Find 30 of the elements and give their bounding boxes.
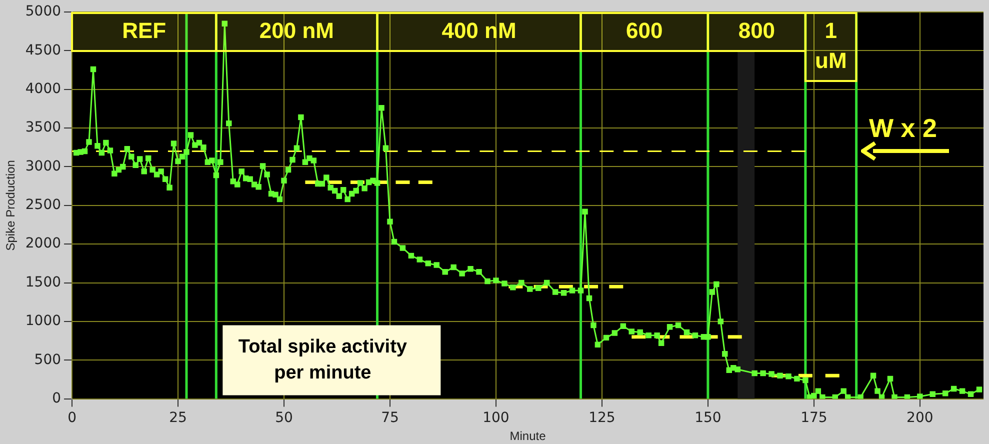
y-tick-label: 5000 (25, 4, 62, 20)
x-axis-title: Minute (510, 429, 546, 444)
x-tick-label: 50 (275, 410, 293, 426)
band-label: 200 nM (259, 18, 334, 44)
y-tick-label: 1000 (25, 313, 62, 330)
x-tick-label: 175 (800, 410, 828, 426)
y-tick-label: 1500 (25, 274, 62, 290)
band-label: REF (122, 18, 166, 44)
band-label: 600 (626, 18, 663, 44)
band-label: 400 nM (442, 18, 516, 44)
y-tick-label: 0 (52, 390, 62, 406)
x-tick-label: 200 (906, 410, 934, 426)
y-tick-label: 3500 (25, 120, 62, 136)
y-tick-label: 2500 (25, 197, 62, 214)
x-tick-label: 25 (169, 410, 187, 426)
band-label: 1 uM (815, 18, 847, 74)
annotation: Total spike activity per minute (238, 336, 408, 384)
x-tick-label: 75 (381, 410, 399, 426)
x-tick-label: 150 (694, 410, 722, 426)
x-tick-label: 125 (588, 410, 616, 426)
band-label: 800 (738, 18, 776, 44)
annotation: W x 2 (868, 112, 937, 143)
y-tick-label: 4000 (25, 81, 62, 97)
y-axis-title: Spike Production (4, 160, 18, 251)
y-tick-label: 4500 (25, 42, 62, 58)
y-tick-label: 3000 (25, 158, 62, 174)
x-tick-label: 100 (482, 410, 510, 426)
y-tick-label: 500 (34, 352, 62, 368)
x-tick-label: 0 (68, 410, 76, 426)
y-tick-label: 2000 (25, 236, 62, 252)
